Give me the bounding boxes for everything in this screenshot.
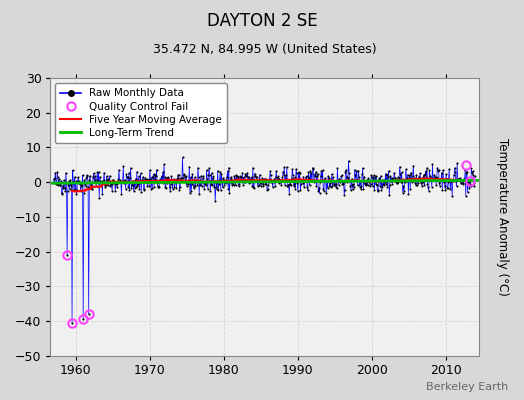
Title: 35.472 N, 84.995 W (United States): 35.472 N, 84.995 W (United States) [153, 43, 376, 56]
Text: DAYTON 2 SE: DAYTON 2 SE [206, 12, 318, 30]
Text: Berkeley Earth: Berkeley Earth [426, 382, 508, 392]
Legend: Raw Monthly Data, Quality Control Fail, Five Year Moving Average, Long-Term Tren: Raw Monthly Data, Quality Control Fail, … [55, 83, 227, 143]
Y-axis label: Temperature Anomaly (°C): Temperature Anomaly (°C) [496, 138, 509, 296]
